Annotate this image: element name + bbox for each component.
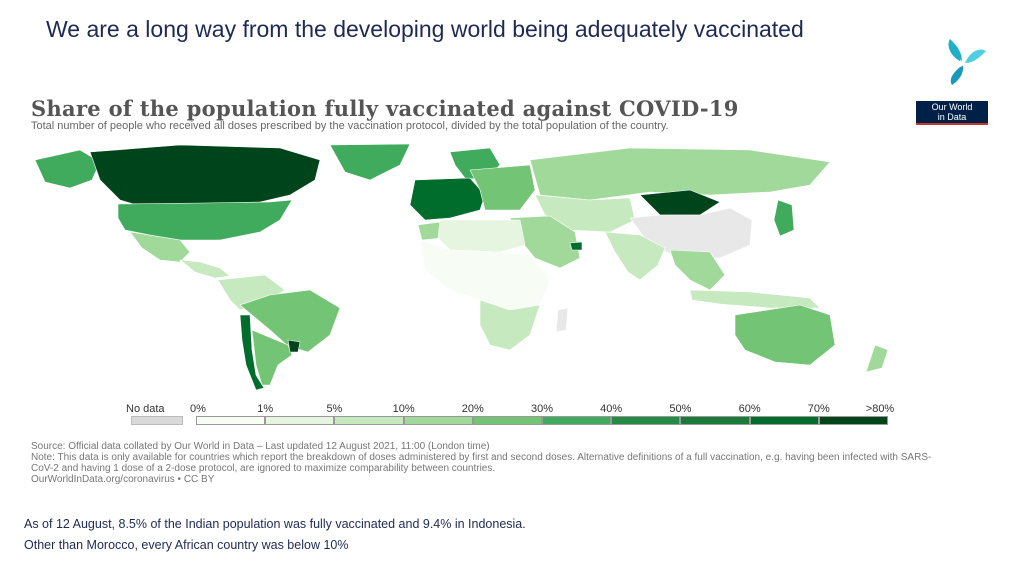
map-region-uruguay (287, 339, 301, 353)
map-region-chile (239, 314, 265, 391)
legend-swatch (611, 416, 681, 425)
map-region-japan (773, 199, 795, 237)
slide-title: We are a long way from the developing wo… (46, 16, 804, 42)
source-note: Note: This data is only available for co… (31, 452, 932, 474)
legend-swatch (265, 416, 335, 425)
map-region-brazil (239, 289, 341, 353)
map-region-central-america (179, 259, 231, 279)
legend-tick-label: 10% (392, 403, 415, 415)
map-region-new-zealand (865, 344, 889, 373)
map-region-madagascar (555, 307, 569, 333)
legend-swatch (472, 416, 542, 425)
source-line: Source: Official data collated by Our Wo… (31, 441, 490, 452)
map-region-usa (117, 199, 293, 241)
map-region-greenland (329, 143, 411, 181)
legend-no-data-label: No data (126, 403, 165, 415)
map-region-mongolia (639, 189, 721, 216)
map-region-australia (734, 304, 836, 366)
tri-petal-logo-icon (948, 39, 986, 85)
map-region-europe-west (409, 177, 486, 221)
world-map (34, 143, 889, 391)
owid-logo: Our World in Data (916, 101, 988, 125)
legend-tick-label: 50% (669, 403, 692, 415)
map-region-alaska (34, 149, 101, 189)
map-region-canada (89, 144, 321, 207)
map-region-argentina (251, 329, 293, 386)
footnote-africa: Other than Morocco, every African countr… (24, 538, 349, 552)
legend-tick-label: 60% (738, 403, 761, 415)
owid-logo-line1: Our World (931, 102, 973, 112)
footnote-india-indonesia: As of 12 August, 8.5% of the Indian popu… (24, 517, 526, 531)
owid-logo-line2: in Data (937, 112, 967, 122)
legend-swatch (542, 416, 612, 425)
map-region-southern-africa (479, 299, 541, 351)
legend-swatch (680, 416, 750, 425)
legend-no-data-swatch (131, 416, 183, 425)
map-region-mexico (129, 231, 191, 263)
map-region-southeast-asia (669, 249, 726, 291)
source-link[interactable]: OurWorldInData.org/coronavirus • CC BY (31, 474, 215, 485)
map-subtitle: Total number of people who received all … (31, 120, 669, 132)
legend-tick-label: 5% (326, 403, 343, 415)
legend-tick-label: 30% (530, 403, 554, 415)
legend-swatch (196, 416, 266, 425)
map-region-india (604, 231, 666, 281)
map-region-europe-east (469, 164, 536, 211)
legend-swatch (818, 416, 888, 425)
legend-swatch (334, 416, 404, 425)
legend-swatch (403, 416, 473, 425)
legend-swatch (749, 416, 819, 425)
source-block: Source: Official data collated by Our Wo… (31, 441, 951, 485)
legend-tick-label: 20% (461, 403, 484, 415)
legend-tick-label: 0% (190, 403, 206, 415)
map-region-north-africa (437, 219, 526, 253)
legend-tick-label: 40% (600, 403, 623, 415)
legend-tick-label: 70% (807, 403, 830, 415)
map-legend: No data 0% 1% 5% 10% 20% 30% 40% 50% 60% 70% >80% (126, 400, 906, 430)
map-title: Share of the population fully vaccinated… (31, 96, 739, 121)
map-region-uae (569, 241, 583, 251)
legend-tick-label: 1% (257, 403, 274, 415)
legend-tick-label: >80% (865, 403, 895, 415)
